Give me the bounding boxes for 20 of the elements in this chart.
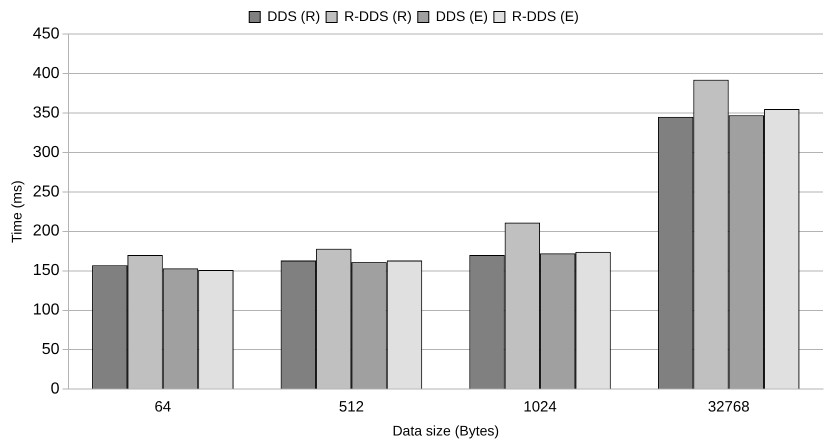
y-tick-label: 50 — [42, 341, 60, 358]
x-tick-label: 64 — [154, 398, 172, 416]
x-tick-label: 1024 — [523, 398, 557, 416]
y-tick-label: 300 — [32, 144, 60, 161]
y-tick-label: 450 — [32, 25, 60, 42]
y-tick-label: 200 — [32, 222, 60, 240]
y-tick-label: 100 — [32, 302, 60, 319]
y-tick-label: 400 — [32, 64, 60, 82]
x-axis-title: Data size (Bytes) — [392, 422, 500, 438]
legend-label: DDS (R) — [267, 8, 320, 24]
y-tick-label: 150 — [32, 262, 60, 280]
legend-label: DDS (E) — [436, 8, 488, 24]
legend-label: R-DDS (E) — [512, 8, 579, 24]
y-tick-label: 0 — [50, 380, 60, 398]
x-tick-label: 32768 — [708, 398, 750, 416]
legend-label: R-DDS (R) — [344, 8, 412, 24]
x-tick-label: 512 — [338, 398, 364, 416]
y-axis-title: Time (ms) — [8, 180, 24, 243]
y-tick-label: 350 — [32, 104, 60, 122]
y-tick-label: 250 — [32, 183, 60, 200]
